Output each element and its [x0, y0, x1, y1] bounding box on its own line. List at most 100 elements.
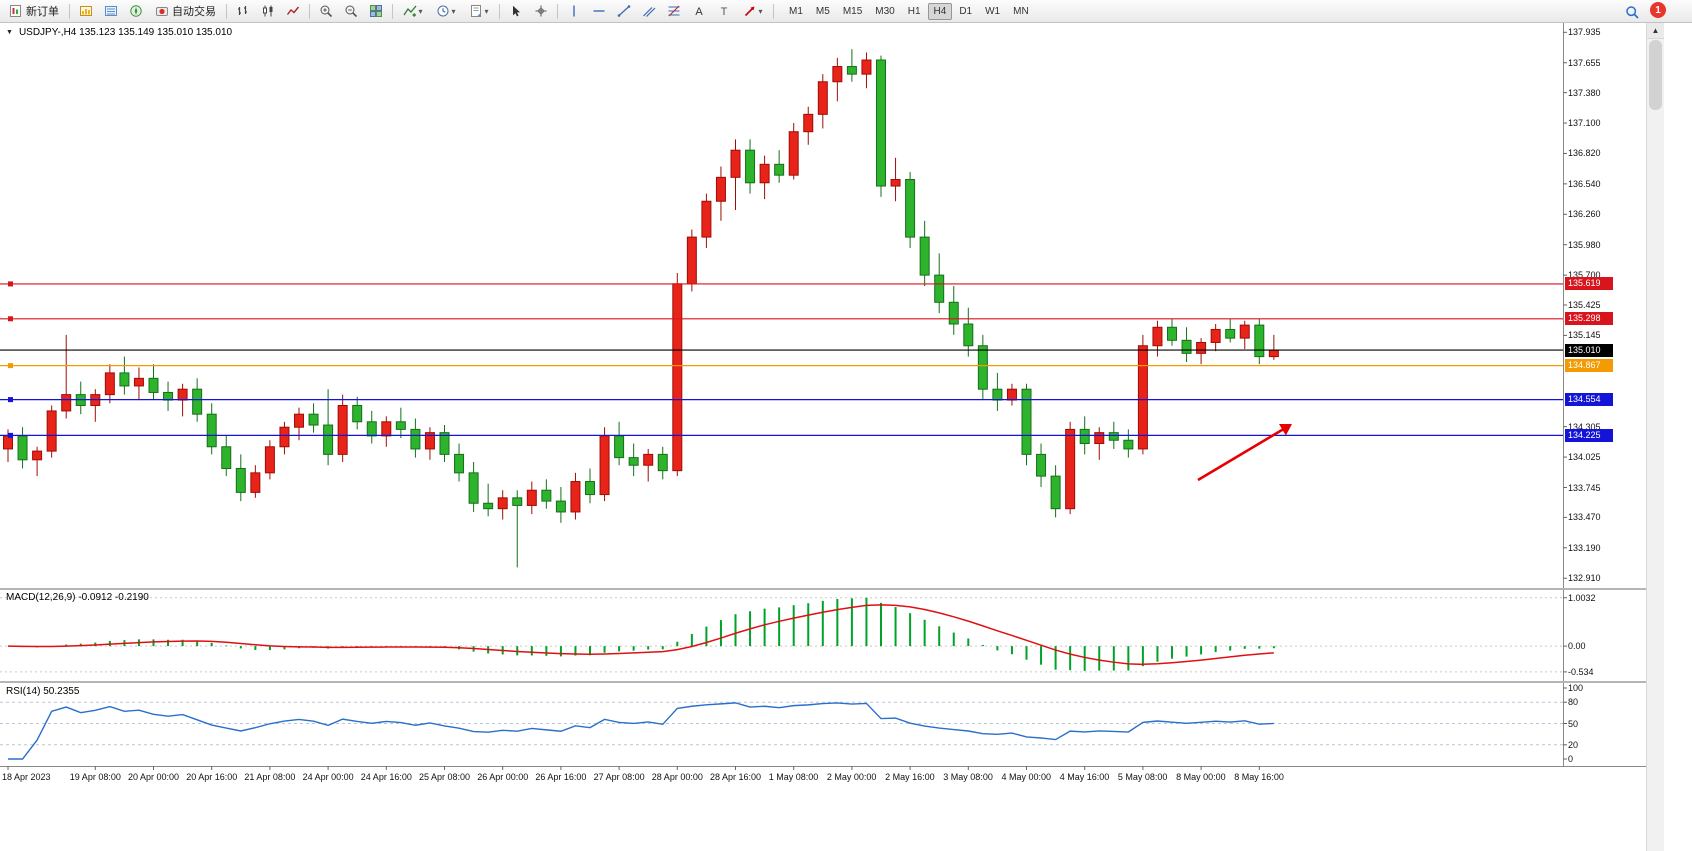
scroll-up-icon[interactable]: ▲: [1647, 22, 1664, 39]
vertical-scrollbar[interactable]: ▲: [1646, 22, 1664, 851]
candle[interactable]: [1079, 428, 1090, 445]
channel-button[interactable]: [637, 1, 661, 22]
cursor-button[interactable]: [504, 1, 528, 22]
macd-pane-separator[interactable]: [0, 588, 1646, 590]
scrollbar-thumb[interactable]: [1649, 40, 1662, 110]
hline-handle[interactable]: [8, 316, 13, 322]
timeframe-h1[interactable]: H1: [907, 5, 921, 17]
candle[interactable]: [963, 323, 974, 347]
candle[interactable]: [745, 149, 756, 184]
candle[interactable]: [1094, 432, 1105, 445]
trend-arrow-line[interactable]: [1197, 426, 1286, 482]
trendline-button[interactable]: [612, 1, 636, 22]
candle[interactable]: [61, 394, 72, 412]
candle[interactable]: [628, 457, 639, 466]
periods-button[interactable]: ▾: [430, 1, 462, 22]
candle[interactable]: [1137, 345, 1148, 450]
candle[interactable]: [264, 446, 275, 474]
candle[interactable]: [1225, 328, 1236, 339]
crosshair-button[interactable]: [529, 1, 553, 22]
candle[interactable]: [788, 131, 799, 176]
timeframe-m1[interactable]: M1: [789, 5, 803, 17]
candle[interactable]: [948, 301, 959, 325]
candle[interactable]: [177, 388, 188, 401]
hline-handle[interactable]: [8, 281, 13, 287]
candle[interactable]: [686, 236, 697, 285]
timeframe-m15[interactable]: M15: [842, 5, 863, 17]
candle[interactable]: [279, 426, 290, 448]
navigator-button[interactable]: [124, 1, 148, 22]
candle[interactable]: [774, 163, 785, 176]
candle[interactable]: [395, 421, 406, 430]
candle[interactable]: [221, 446, 232, 469]
autotrading-button[interactable]: 自动交易: [149, 1, 222, 22]
candle[interactable]: [1021, 388, 1032, 455]
candle[interactable]: [672, 283, 683, 472]
candle[interactable]: [424, 432, 435, 450]
text-button[interactable]: A: [687, 1, 711, 22]
candle[interactable]: [1108, 432, 1119, 441]
bar-chart-button[interactable]: [231, 1, 255, 22]
candle[interactable]: [905, 179, 916, 238]
candle[interactable]: [337, 404, 348, 455]
zoom-out-button[interactable]: [339, 1, 363, 22]
candle[interactable]: [919, 236, 930, 276]
timeframe-mn[interactable]: MN: [1013, 5, 1029, 17]
vertical-line-button[interactable]: [562, 1, 586, 22]
candle[interactable]: [599, 435, 610, 496]
zoom-in-button[interactable]: [314, 1, 338, 22]
candle[interactable]: [570, 481, 581, 513]
candle[interactable]: [541, 489, 552, 502]
notification-badge[interactable]: 1: [1650, 2, 1666, 18]
timeframe-w1[interactable]: W1: [985, 5, 1001, 17]
candle[interactable]: [1152, 326, 1163, 347]
candle[interactable]: [1181, 339, 1192, 354]
candle[interactable]: [148, 377, 159, 393]
timeframe-m5[interactable]: M5: [815, 5, 830, 17]
collapse-icon[interactable]: ▼: [6, 29, 13, 36]
search-button[interactable]: [1620, 2, 1644, 23]
candle[interactable]: [1210, 328, 1221, 343]
candle[interactable]: [701, 200, 712, 238]
new-order-button[interactable]: 新订单: [3, 1, 65, 22]
text-label-button[interactable]: T: [712, 1, 736, 22]
candle[interactable]: [163, 391, 174, 401]
candle[interactable]: [876, 59, 886, 187]
candle[interactable]: [861, 59, 872, 75]
candle[interactable]: [235, 467, 246, 493]
candle[interactable]: [1167, 326, 1177, 341]
candle[interactable]: [206, 413, 217, 448]
indicators-button[interactable]: ▾: [397, 1, 429, 22]
candle[interactable]: [1196, 341, 1207, 354]
candle[interactable]: [294, 413, 304, 428]
candle[interactable]: [366, 421, 377, 437]
timeframe-h4[interactable]: H4: [927, 2, 953, 20]
horizontal-line-button[interactable]: [587, 1, 611, 22]
candle[interactable]: [468, 472, 479, 504]
timeframe-d1[interactable]: D1: [959, 5, 973, 17]
candlestick-chart-button[interactable]: [256, 1, 280, 22]
candle[interactable]: [614, 435, 625, 459]
candle[interactable]: [323, 424, 334, 455]
candle[interactable]: [832, 66, 843, 83]
candle[interactable]: [439, 432, 450, 455]
line-chart-button[interactable]: [281, 1, 305, 22]
candle[interactable]: [803, 113, 814, 133]
candle[interactable]: [817, 81, 828, 115]
candle[interactable]: [759, 163, 770, 184]
candle[interactable]: [526, 489, 537, 506]
arrows-button[interactable]: ▾: [737, 1, 769, 22]
market-watch-button[interactable]: [99, 1, 123, 22]
candle[interactable]: [46, 410, 57, 452]
rsi-pane-separator[interactable]: [0, 681, 1646, 683]
candle[interactable]: [1254, 324, 1265, 358]
hline-handle[interactable]: [8, 432, 13, 438]
timeframe-m30[interactable]: M30: [875, 5, 895, 17]
candle[interactable]: [585, 481, 595, 496]
candle[interactable]: [250, 472, 261, 493]
candle[interactable]: [1065, 428, 1076, 510]
candle[interactable]: [730, 149, 741, 178]
candle[interactable]: [17, 435, 28, 461]
candle[interactable]: [992, 388, 1003, 401]
